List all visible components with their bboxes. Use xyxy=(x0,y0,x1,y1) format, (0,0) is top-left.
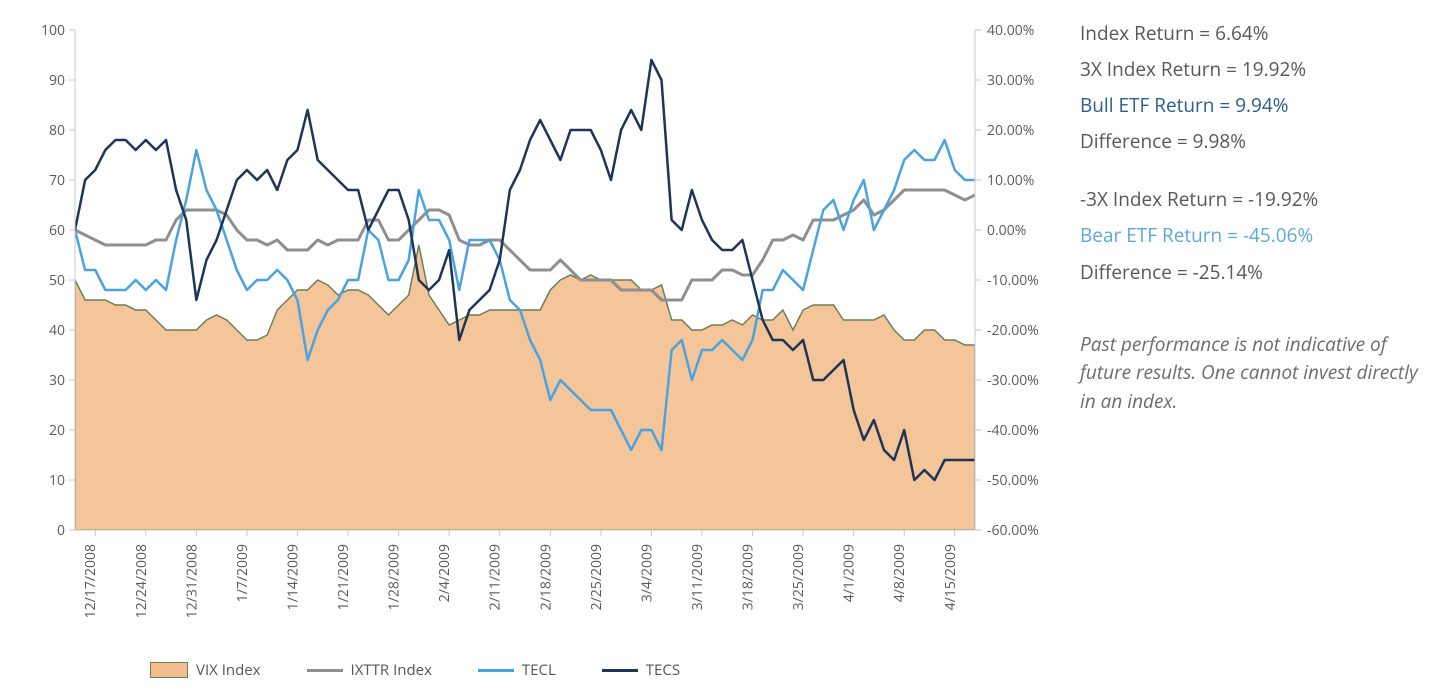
info-line-bull-etf: Bull ETF Return = 9.94% xyxy=(1080,87,1420,123)
legend-swatch xyxy=(478,669,514,672)
svg-text:30.00%: 30.00% xyxy=(987,71,1034,90)
svg-text:1/14/2009: 1/14/2009 xyxy=(283,544,302,610)
series-line-ixttr-index xyxy=(75,190,975,300)
svg-text:-20.00%: -20.00% xyxy=(987,321,1039,340)
svg-text:20: 20 xyxy=(49,421,65,440)
svg-text:3/4/2009: 3/4/2009 xyxy=(637,544,656,602)
svg-text:3/18/2009: 3/18/2009 xyxy=(739,544,758,610)
info-panel: Index Return = 6.64% 3X Index Return = 1… xyxy=(1080,15,1420,415)
svg-text:0.00%: 0.00% xyxy=(987,221,1026,240)
svg-text:1/28/2009: 1/28/2009 xyxy=(385,544,404,610)
legend-label: IXTTR Index xyxy=(351,660,432,680)
svg-text:-40.00%: -40.00% xyxy=(987,421,1039,440)
svg-text:3/11/2009: 3/11/2009 xyxy=(688,544,707,610)
info-line-3x-index-return: 3X Index Return = 19.92% xyxy=(1080,51,1420,87)
svg-text:90: 90 xyxy=(49,71,65,90)
info-line-difference-1: Difference = 9.98% xyxy=(1080,123,1420,159)
svg-text:2/18/2009: 2/18/2009 xyxy=(536,544,555,610)
legend-swatch xyxy=(307,669,343,672)
info-line-index-return: Index Return = 6.64% xyxy=(1080,15,1420,51)
legend-item-tecs: TECS xyxy=(602,660,680,680)
legend-item-tecl: TECL xyxy=(478,660,556,680)
chart-container: 0 10 20 30 40 50 60 70 80 90 100 -60.00% -50.00% -40.… xyxy=(20,10,1050,650)
page-root: 0 10 20 30 40 50 60 70 80 90 100 -60.00% -50.00% -40.… xyxy=(0,0,1435,693)
svg-text:-50.00%: -50.00% xyxy=(987,471,1039,490)
svg-text:2/25/2009: 2/25/2009 xyxy=(587,544,606,610)
svg-text:40: 40 xyxy=(49,321,65,340)
svg-text:80: 80 xyxy=(49,121,65,140)
svg-text:20.00%: 20.00% xyxy=(987,121,1034,140)
svg-text:30: 30 xyxy=(49,371,65,390)
info-disclaimer: Past performance is not indicative of fu… xyxy=(1080,330,1420,416)
series-area-vix-index xyxy=(75,245,975,530)
legend-item-ixttr-index: IXTTR Index xyxy=(307,660,432,680)
info-line-difference-2: Difference = -25.14% xyxy=(1080,254,1420,290)
legend-item-vix-index: VIX Index xyxy=(150,660,261,680)
svg-text:2/4/2009: 2/4/2009 xyxy=(435,544,454,602)
svg-text:4/15/2009: 4/15/2009 xyxy=(941,544,960,610)
svg-text:4/1/2009: 4/1/2009 xyxy=(840,544,859,602)
svg-text:50: 50 xyxy=(49,271,65,290)
svg-text:10.00%: 10.00% xyxy=(987,171,1034,190)
svg-text:4/8/2009: 4/8/2009 xyxy=(890,544,909,602)
svg-text:0: 0 xyxy=(57,521,65,540)
info-line-neg3x-index: -3X Index Return = -19.92% xyxy=(1080,181,1420,217)
svg-text:60: 60 xyxy=(49,221,65,240)
svg-text:1/21/2009: 1/21/2009 xyxy=(334,544,353,610)
svg-text:-60.00%: -60.00% xyxy=(987,521,1039,540)
svg-text:-10.00%: -10.00% xyxy=(987,271,1039,290)
chart-svg: 0 10 20 30 40 50 60 70 80 90 100 -60.00% -50.00% -40.… xyxy=(20,10,1050,650)
svg-text:40.00%: 40.00% xyxy=(987,21,1034,40)
legend-swatch xyxy=(602,669,638,672)
svg-text:-30.00%: -30.00% xyxy=(987,371,1039,390)
svg-text:12/24/2008: 12/24/2008 xyxy=(132,544,151,618)
svg-text:2/11/2009: 2/11/2009 xyxy=(486,544,505,610)
svg-text:1/7/2009: 1/7/2009 xyxy=(233,544,252,602)
info-line-bear-etf: Bear ETF Return = -45.06% xyxy=(1080,217,1420,253)
legend-swatch xyxy=(150,662,188,678)
svg-text:3/25/2009: 3/25/2009 xyxy=(789,544,808,610)
chart-legend: VIX Index IXTTR Index TECL TECS xyxy=(150,655,850,685)
svg-text:12/31/2008: 12/31/2008 xyxy=(182,544,201,618)
svg-text:12/17/2008: 12/17/2008 xyxy=(81,544,100,618)
legend-label: TECL xyxy=(522,660,556,680)
svg-text:100: 100 xyxy=(41,21,65,40)
info-gap xyxy=(1080,159,1420,181)
legend-label: VIX Index xyxy=(196,660,261,680)
svg-text:70: 70 xyxy=(49,171,65,190)
legend-label: TECS xyxy=(646,660,680,680)
svg-text:10: 10 xyxy=(49,471,65,490)
